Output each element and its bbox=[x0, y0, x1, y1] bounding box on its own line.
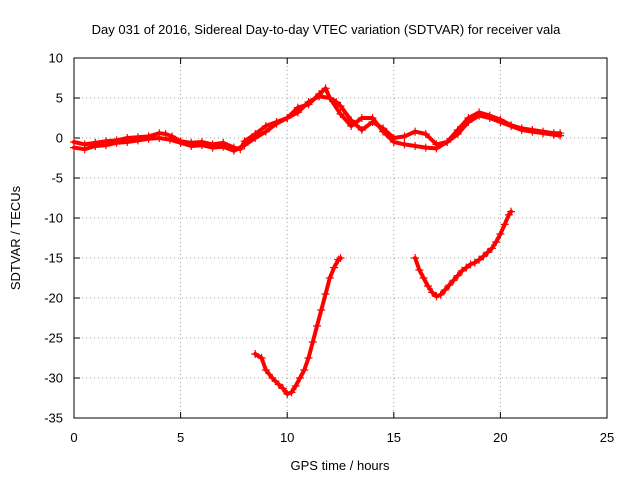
y-tick-label: -30 bbox=[44, 371, 63, 386]
x-axis-label: GPS time / hours bbox=[291, 458, 390, 473]
y-tick-label: -5 bbox=[51, 171, 63, 186]
plus-markers bbox=[411, 207, 516, 301]
axis-ticks: 0 5 10 15 20 25 10 5 0 -5 -10 -15 -20 -25 -30 -35 bbox=[44, 51, 614, 446]
y-axis-label: SDTVAR / TECUs bbox=[8, 185, 23, 290]
x-tick-label: 15 bbox=[387, 430, 401, 445]
plus-markers bbox=[251, 254, 345, 398]
y-tick-label: -20 bbox=[44, 291, 63, 306]
series-line bbox=[253, 256, 343, 396]
x-tick-label: 25 bbox=[600, 430, 614, 445]
y-tick-label: 5 bbox=[56, 91, 63, 106]
data-series bbox=[70, 84, 565, 398]
y-tick-label: -25 bbox=[44, 331, 63, 346]
y-tick-label: 10 bbox=[49, 51, 63, 66]
y-tick-label: 0 bbox=[56, 131, 63, 146]
series-3 bbox=[251, 254, 345, 398]
plot-frame bbox=[73, 57, 608, 419]
x-tick-label: 0 bbox=[70, 430, 77, 445]
plus-markers bbox=[70, 92, 565, 155]
series-2 bbox=[70, 92, 565, 155]
series-4 bbox=[411, 207, 516, 301]
y-tick-label: -35 bbox=[44, 411, 63, 426]
x-tick-label: 10 bbox=[280, 430, 294, 445]
x-tick-label: 5 bbox=[177, 430, 184, 445]
chart-title: Day 031 of 2016, Sidereal Day-to-day VTE… bbox=[92, 22, 561, 37]
series-line bbox=[72, 94, 563, 153]
x-tick-label: 20 bbox=[493, 430, 507, 445]
y-tick-label: -15 bbox=[44, 251, 63, 266]
gridlines bbox=[74, 58, 607, 418]
y-tick-label: -10 bbox=[44, 211, 63, 226]
series-line bbox=[413, 209, 514, 299]
